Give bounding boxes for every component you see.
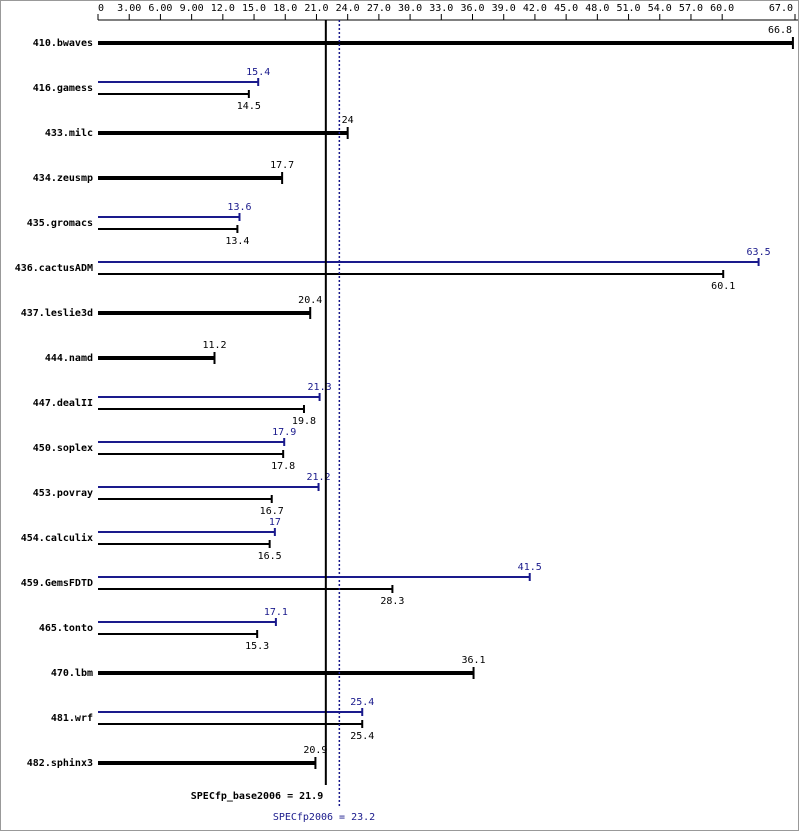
value-label: 20.9 bbox=[303, 745, 327, 756]
bar bbox=[98, 81, 259, 83]
value-label: 14.5 bbox=[237, 101, 261, 112]
reference-label: SPECfp_base2006 = 21.9 bbox=[191, 791, 323, 802]
category-label: 437.leslie3d bbox=[21, 307, 93, 319]
bar bbox=[98, 486, 319, 488]
value-label: 19.8 bbox=[292, 416, 316, 427]
bar bbox=[98, 93, 249, 95]
category-label: 459.GemsFDTD bbox=[21, 578, 93, 589]
value-label: 21.3 bbox=[308, 382, 332, 393]
bar bbox=[98, 453, 284, 455]
value-label: 17.9 bbox=[272, 427, 296, 438]
bar bbox=[98, 633, 258, 635]
bar bbox=[98, 498, 272, 500]
category-label: 434.zeusmp bbox=[33, 173, 93, 184]
value-label: 24 bbox=[342, 115, 354, 126]
bar bbox=[98, 408, 304, 410]
category-label: 453.povray bbox=[33, 488, 93, 499]
category-label: 433.milc bbox=[45, 127, 93, 139]
value-label: 60.1 bbox=[711, 281, 735, 292]
bar bbox=[98, 273, 724, 275]
x-tick-label: 27.0 bbox=[367, 3, 391, 14]
bar bbox=[98, 621, 276, 623]
x-tick-label: 24.0 bbox=[336, 3, 360, 14]
category-label: 454.calculix bbox=[21, 532, 93, 544]
x-tick-label: 54.0 bbox=[648, 3, 672, 14]
bar bbox=[98, 723, 363, 725]
value-label: 13.6 bbox=[227, 202, 251, 213]
bar bbox=[98, 41, 793, 45]
value-label: 20.4 bbox=[298, 295, 322, 306]
bar bbox=[98, 711, 363, 713]
x-tick-label: 42.0 bbox=[523, 3, 547, 14]
x-tick-label: 48.0 bbox=[585, 3, 609, 14]
category-label: 410.bwaves bbox=[33, 38, 93, 49]
bar bbox=[98, 576, 530, 578]
x-tick-label: 6.00 bbox=[148, 3, 172, 14]
value-label: 11.2 bbox=[202, 340, 226, 351]
category-label: 465.tonto bbox=[39, 623, 93, 634]
bar bbox=[98, 396, 320, 398]
x-tick-label: 3.00 bbox=[117, 3, 141, 14]
bar bbox=[98, 543, 270, 545]
x-tick-label: 21.0 bbox=[304, 3, 328, 14]
x-tick-label: 45.0 bbox=[554, 3, 578, 14]
bar bbox=[98, 588, 393, 590]
value-label: 66.8 bbox=[768, 25, 792, 36]
value-label: 21.2 bbox=[306, 472, 330, 483]
value-label: 28.3 bbox=[380, 596, 404, 607]
x-tick-label: 33.0 bbox=[429, 3, 453, 14]
category-label: 444.namd bbox=[45, 353, 93, 364]
value-label: 25.4 bbox=[350, 697, 374, 708]
x-tick-label: 36.0 bbox=[460, 3, 484, 14]
value-label: 17 bbox=[269, 517, 281, 528]
bar bbox=[98, 356, 215, 360]
bar bbox=[98, 131, 348, 135]
category-label: 482.sphinx3 bbox=[27, 757, 93, 769]
x-tick-label: 30.0 bbox=[398, 3, 422, 14]
category-label: 470.lbm bbox=[51, 668, 93, 679]
value-label: 17.1 bbox=[264, 607, 288, 618]
bar bbox=[98, 216, 240, 218]
x-tick-label: 51.0 bbox=[617, 3, 641, 14]
reference-label: SPECfp2006 = 23.2 bbox=[273, 812, 375, 823]
value-label: 15.4 bbox=[246, 67, 270, 78]
value-label: 63.5 bbox=[747, 247, 771, 258]
x-tick-label: 39.0 bbox=[492, 3, 516, 14]
value-label: 41.5 bbox=[518, 562, 542, 573]
value-label: 25.4 bbox=[350, 731, 374, 742]
value-label: 15.3 bbox=[245, 641, 269, 652]
bar bbox=[98, 761, 316, 765]
bar bbox=[98, 671, 474, 675]
x-tick-label: 12.0 bbox=[211, 3, 235, 14]
category-label: 435.gromacs bbox=[27, 218, 93, 229]
value-label: 16.5 bbox=[258, 551, 282, 562]
bar bbox=[98, 531, 275, 533]
bar bbox=[98, 261, 759, 263]
value-label: 17.8 bbox=[271, 461, 295, 472]
bar bbox=[98, 311, 311, 315]
value-label: 36.1 bbox=[462, 655, 486, 666]
value-label: 17.7 bbox=[270, 160, 294, 171]
category-label: 481.wrf bbox=[51, 713, 93, 724]
value-label: 16.7 bbox=[260, 506, 284, 517]
x-tick-label: 60.0 bbox=[710, 3, 734, 14]
bar bbox=[98, 176, 283, 180]
bar bbox=[98, 441, 285, 443]
x-tick-label: 18.0 bbox=[273, 3, 297, 14]
x-tick-label: 0 bbox=[98, 3, 104, 14]
category-label: 416.gamess bbox=[33, 83, 93, 94]
bar bbox=[98, 228, 238, 230]
category-label: 450.soplex bbox=[33, 443, 93, 454]
category-label: 447.dealII bbox=[33, 398, 93, 409]
value-label: 13.4 bbox=[225, 236, 249, 247]
x-tick-label: 57.0 bbox=[679, 3, 703, 14]
category-label: 436.cactusADM bbox=[15, 263, 93, 274]
x-tick-label: 15.0 bbox=[242, 3, 266, 14]
x-tick-label: 67.0 bbox=[769, 3, 793, 14]
x-tick-label: 9.00 bbox=[180, 3, 204, 14]
